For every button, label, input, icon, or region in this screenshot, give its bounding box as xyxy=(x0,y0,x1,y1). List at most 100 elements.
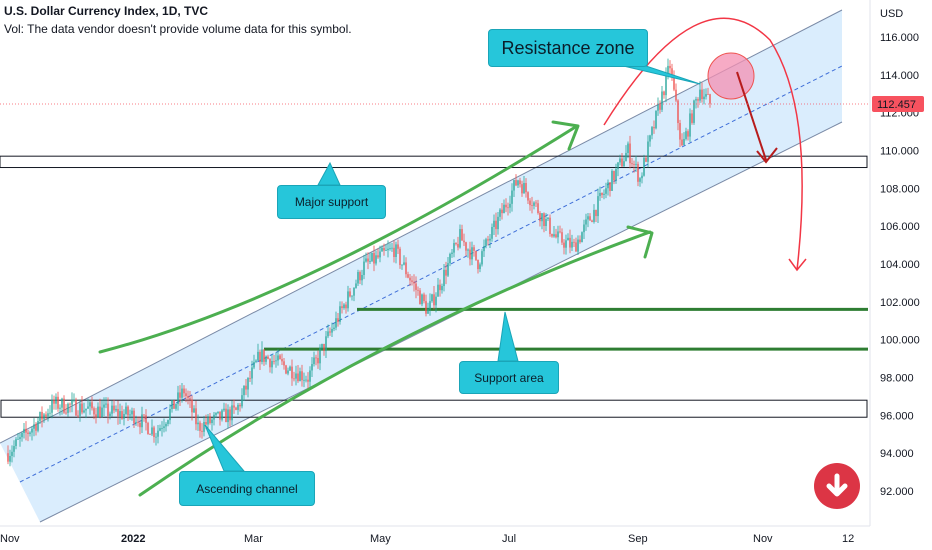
candle-body xyxy=(57,396,59,409)
candle-body xyxy=(643,157,645,176)
candle-body xyxy=(191,399,193,413)
candle-body xyxy=(91,402,93,409)
candle-body xyxy=(477,259,479,270)
candle-body xyxy=(499,209,501,217)
candle-body xyxy=(475,250,477,260)
candle-body xyxy=(243,385,245,396)
candle-body xyxy=(623,161,625,167)
candle-body xyxy=(399,248,401,266)
candle-body xyxy=(695,99,697,101)
candle-body xyxy=(205,421,207,425)
candle-body xyxy=(277,355,279,361)
candle-body xyxy=(51,399,53,413)
ascending-channel-callout[interactable]: Ascending channel xyxy=(179,471,315,506)
candle-body xyxy=(663,91,665,96)
price-tick-label: 98.000 xyxy=(880,373,914,385)
candle-body xyxy=(461,229,463,241)
major-support-callout[interactable]: Major support xyxy=(277,185,386,219)
candle-body xyxy=(325,336,327,351)
candle-body xyxy=(371,252,373,262)
candle-body xyxy=(651,127,653,136)
candle-body xyxy=(621,158,623,167)
candle-body xyxy=(155,436,157,438)
candle-body xyxy=(609,182,611,191)
candle-body xyxy=(81,403,83,413)
candle-body xyxy=(493,220,495,227)
candle-body xyxy=(79,403,81,416)
time-tick-label: Sep xyxy=(628,533,648,545)
candle-body xyxy=(29,432,31,434)
candle-body xyxy=(109,413,111,416)
candle-body xyxy=(551,233,553,237)
candle-body xyxy=(229,409,231,421)
candle-body xyxy=(351,295,353,297)
candle-body xyxy=(23,428,25,433)
candle-body xyxy=(9,455,11,462)
candle-body xyxy=(185,393,187,396)
green-trend-arrow-lower xyxy=(138,230,652,497)
candle-body xyxy=(61,398,63,408)
candle-body xyxy=(93,408,95,415)
candle-body xyxy=(217,411,219,414)
candle-body xyxy=(87,406,89,409)
candle-body xyxy=(323,344,325,351)
candle-body xyxy=(561,232,563,243)
candle-body xyxy=(363,261,365,275)
candle-body xyxy=(383,247,385,251)
channel-lower-line xyxy=(39,121,843,523)
candle-body xyxy=(157,430,159,437)
candle-body xyxy=(419,290,421,305)
candle-body xyxy=(183,388,185,394)
candle-body xyxy=(435,296,437,306)
candle-body xyxy=(553,234,555,237)
candle-body xyxy=(199,422,201,431)
candle-body xyxy=(233,405,235,408)
candle-body xyxy=(517,180,519,186)
candle-body xyxy=(161,428,163,429)
price-axis-bg xyxy=(870,0,932,550)
candle-body xyxy=(549,217,551,234)
candle-body xyxy=(11,451,13,456)
candle-body xyxy=(169,409,171,421)
candle-body xyxy=(119,411,121,417)
candle-body xyxy=(409,277,411,281)
price-axis-currency: USD xyxy=(880,8,903,20)
candle-body xyxy=(123,413,125,419)
candle-body xyxy=(647,141,649,162)
candle-body xyxy=(449,253,451,264)
candle-body xyxy=(591,220,593,222)
candle-body xyxy=(117,408,119,417)
candle-body xyxy=(497,216,499,230)
candle-body xyxy=(473,247,475,251)
candle-body xyxy=(197,422,199,425)
candle-body xyxy=(239,404,241,407)
candle-body xyxy=(247,377,249,390)
candle-body xyxy=(611,170,613,191)
candle-body xyxy=(147,422,149,435)
candle-body xyxy=(107,403,109,416)
candle-body xyxy=(287,370,289,374)
candle-body xyxy=(557,231,559,238)
candle-body xyxy=(469,249,471,260)
candle-body xyxy=(509,203,511,208)
candle-body xyxy=(705,94,707,97)
candle-body xyxy=(353,287,355,296)
candle-body xyxy=(687,131,689,137)
resistance-zone-callout[interactable]: Resistance zone xyxy=(488,29,648,67)
candle-body xyxy=(307,379,309,382)
candle-body xyxy=(65,412,67,414)
candle-body xyxy=(447,263,449,276)
red-projection-arrowhead xyxy=(788,258,807,272)
candle-body xyxy=(489,238,491,241)
candle-body xyxy=(271,361,273,368)
candle-body xyxy=(151,427,153,435)
support-area-callout[interactable]: Support area xyxy=(459,361,559,394)
candle-body xyxy=(255,360,257,363)
candle-body xyxy=(541,213,543,222)
candle-body xyxy=(227,409,229,423)
candle-body xyxy=(317,357,319,364)
candle-body xyxy=(555,234,557,238)
candle-body xyxy=(491,226,493,239)
candle-body xyxy=(427,309,429,314)
